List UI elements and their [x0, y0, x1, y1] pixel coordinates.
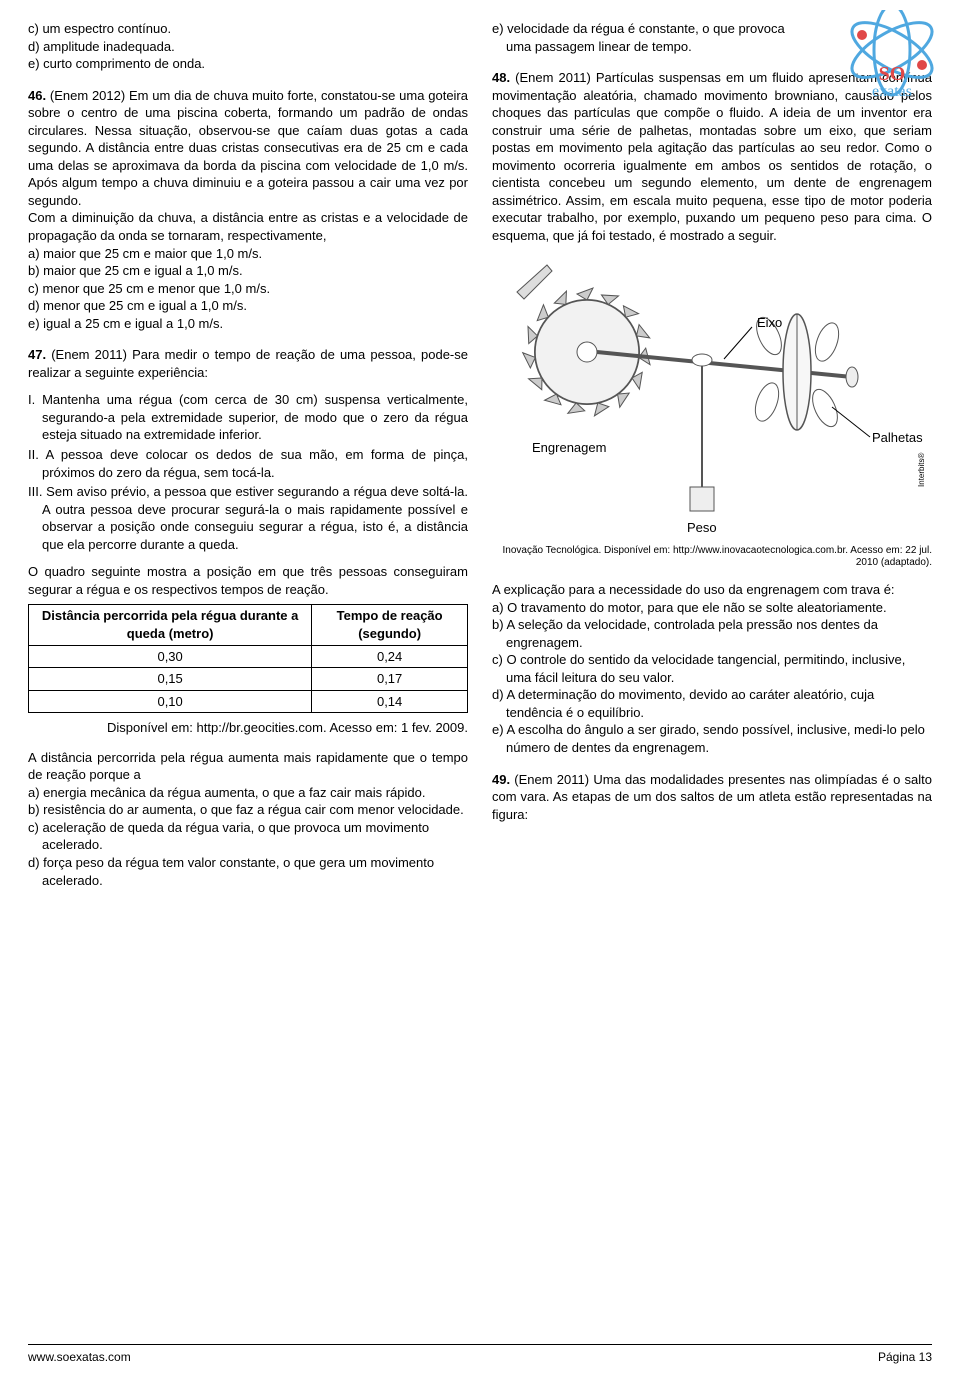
footer-page: Página 13	[878, 1349, 932, 1365]
option: e) curto comprimento de onda.	[28, 55, 468, 73]
option: e) A escolha do ângulo a ser girado, sen…	[492, 721, 932, 756]
option: e) velocidade da régua é constante, o qu…	[492, 20, 792, 55]
option: b) maior que 25 cm e igual a 1,0 m/s.	[28, 262, 468, 280]
option: d) força peso da régua tem valor constan…	[28, 854, 468, 889]
svg-text:SO: SO	[879, 63, 906, 85]
q47: 47. (Enem 2011) Para medir o tempo de re…	[28, 346, 468, 889]
table-cell: 0,15	[29, 668, 312, 691]
option: d) menor que 25 cm e igual a 1,0 m/s.	[28, 297, 468, 315]
option: e) igual a 25 cm e igual a 1,0 m/s.	[28, 315, 468, 333]
label-palhetas: Palhetas	[872, 430, 923, 445]
label-eixo: Eixo	[757, 315, 782, 330]
step: III. Sem aviso prévio, a pessoa que esti…	[28, 483, 468, 553]
q46: 46. (Enem 2012) Em um dia de chuva muito…	[28, 87, 468, 333]
left-column: c) um espectro contínuo. d) amplitude in…	[28, 20, 468, 903]
option: c) O controle do sentido da velocidade t…	[492, 651, 932, 686]
motor-diagram-icon: Eixo Engrenagem Palhetas Peso Interbits®	[492, 257, 932, 537]
table-cell: 0,17	[312, 668, 468, 691]
page-footer: www.soexatas.com Página 13	[28, 1344, 932, 1365]
option: a) O travamento do motor, para que ele n…	[492, 599, 932, 617]
question-body-2: Com a diminuição da chuva, a distância e…	[28, 209, 468, 244]
svg-text:exatas: exatas	[872, 83, 912, 100]
reaction-table: Distância percorrida pela régua durante …	[28, 604, 468, 713]
question-source: (Enem 2011)	[51, 347, 127, 362]
q48: 48. (Enem 2011) Partículas suspensas em …	[492, 69, 932, 756]
question-stem: A distância percorrida pela régua aument…	[28, 749, 468, 784]
question-number: 47.	[28, 347, 46, 362]
site-logo-icon: SO exatas	[842, 10, 942, 100]
table-cell: 0,30	[29, 645, 312, 668]
q48-figure: Eixo Engrenagem Palhetas Peso Interbits®…	[492, 257, 932, 570]
question-stem: A explicação para a necessidade do uso d…	[492, 581, 932, 599]
question-source: (Enem 2011)	[515, 70, 591, 85]
question-number: 46.	[28, 88, 46, 103]
option: a) energia mecânica da régua aumenta, o …	[28, 784, 468, 802]
option: d) A determinação do movimento, devido a…	[492, 686, 932, 721]
question-number: 48.	[492, 70, 510, 85]
table-cell: 0,10	[29, 690, 312, 713]
option: b) A seleção da velocidade, controlada p…	[492, 616, 932, 651]
table-cell: 0,14	[312, 690, 468, 713]
right-column: SO exatas e) velocidade da régua é const…	[492, 20, 932, 903]
table-cell: 0,24	[312, 645, 468, 668]
q47-opt-e: e) velocidade da régua é constante, o qu…	[492, 20, 792, 55]
credit: Interbits®	[917, 452, 926, 486]
figure-caption: Inovação Tecnológica. Disponível em: htt…	[492, 545, 932, 569]
footer-site: www.soexatas.com	[28, 1349, 131, 1365]
question-source: (Enem 2012)	[50, 88, 125, 103]
label-engrenagem: Engrenagem	[532, 440, 606, 455]
question-number: 49.	[492, 772, 510, 787]
step: I. Mantenha uma régua (com cerca de 30 c…	[28, 391, 468, 444]
question-source: (Enem 2011)	[514, 772, 589, 787]
table-head: Distância percorrida pela régua durante …	[29, 605, 312, 645]
q49: 49. (Enem 2011) Uma das modalidades pres…	[492, 771, 932, 824]
step: II. A pessoa deve colocar os dedos de su…	[28, 446, 468, 481]
option: d) amplitude inadequada.	[28, 38, 468, 56]
table-head: Tempo de reação (segundo)	[312, 605, 468, 645]
q45-tail: c) um espectro contínuo. d) amplitude in…	[28, 20, 468, 73]
option: c) aceleração de queda da régua varia, o…	[28, 819, 468, 854]
option: c) menor que 25 cm e menor que 1,0 m/s.	[28, 280, 468, 298]
option: c) um espectro contínuo.	[28, 20, 468, 38]
option: b) resistência do ar aumenta, o que faz …	[28, 801, 468, 819]
source-text: Disponível em: http://br.geocities.com. …	[28, 719, 468, 737]
table-intro: O quadro seguinte mostra a posição em qu…	[28, 563, 468, 598]
label-peso: Peso	[687, 520, 717, 535]
option: a) maior que 25 cm e maior que 1,0 m/s.	[28, 245, 468, 263]
question-body: Em um dia de chuva muito forte, constato…	[28, 88, 468, 208]
